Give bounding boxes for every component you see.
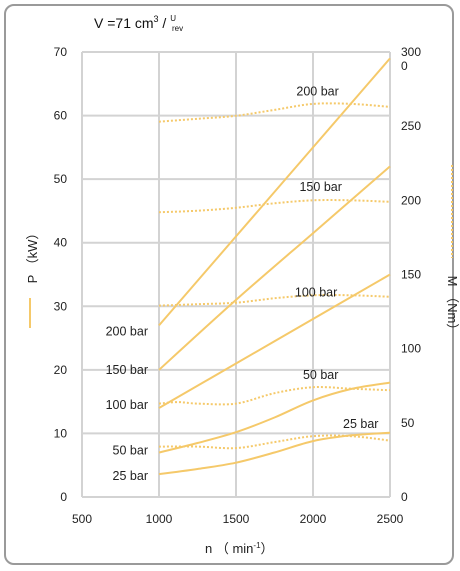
torque-line-1 (158, 199, 391, 214)
y-left-tick-label-7: 70 (54, 45, 68, 59)
y-right-tick-label-3: 150 (401, 268, 421, 282)
inline-series-label-0: 200 bar (296, 84, 338, 98)
y-right-tick-label-4: 200 (401, 193, 421, 207)
torque-line-0 (158, 102, 391, 123)
x-unit-exp: -1 (253, 541, 261, 550)
power-line-3 (158, 381, 391, 454)
y-right-tick-label-2: 100 (401, 342, 421, 356)
power-line-2 (158, 273, 391, 409)
torque-line-4 (158, 434, 391, 450)
y-right-unit: Nm (445, 303, 460, 323)
power-line-0 (158, 57, 391, 327)
svg-text:M （Nm）: M （Nm） (445, 276, 460, 337)
x-tick-label-2: 1500 (223, 512, 250, 526)
left-series-label-1: 150 bar (106, 363, 148, 377)
x-unit-main: min (232, 541, 253, 556)
left-series-label-2: 100 bar (106, 398, 148, 412)
y-left-tick-label-4: 40 (54, 236, 68, 250)
y-right-axis-title: M （Nm） (445, 276, 460, 337)
y-left-tick-label-6: 60 (54, 109, 68, 123)
x-axis-title: n （ min-1） (205, 541, 274, 556)
y-right-tick-label-6: 300 (401, 45, 421, 59)
tick-labels: 500 1000 1500 2000 2500010203040506070050100… (54, 45, 422, 526)
left-series-label-0: 200 bar (106, 325, 148, 339)
inline-series-label-4: 25 bar (343, 417, 378, 431)
left-series-label-4: 25 bar (113, 469, 148, 483)
y-left-tick-label-1: 10 (54, 426, 68, 440)
inline-series-label-3: 50 bar (303, 368, 338, 382)
x-tick-label-4: 2500 (377, 512, 404, 526)
y-left-tick-label-3: 30 (54, 299, 68, 313)
y-right-tick-label-5: 250 (401, 119, 421, 133)
y-left-var: P (25, 275, 40, 283)
y-left-tick-label-2: 20 (54, 363, 68, 377)
y-right-tick-label-1: 50 (401, 416, 415, 430)
inline-series-label-2: 100 bar (295, 285, 337, 299)
grid (81, 51, 391, 498)
x-tick-label-3: 2000 (300, 512, 327, 526)
series-labels: 200 bar 150 bar 100 bar 50 bar 25 bar 200 bar… (106, 84, 379, 483)
y-left-unit: kW (25, 239, 40, 259)
y-right-tick-label-7: 0 (401, 59, 408, 73)
x-tick-label-1: 1000 (146, 512, 173, 526)
chart-card (4, 4, 454, 565)
torque-line-2 (158, 294, 391, 307)
power-line-1 (158, 165, 391, 371)
y-left-tick-label-0: 0 (60, 490, 67, 504)
x-tick-label-0: 500 (72, 512, 92, 526)
y-left-tick-label-5: 50 (54, 172, 68, 186)
power-line-4 (158, 431, 391, 476)
torque-line-3 (158, 386, 391, 406)
left-series-label-3: 50 bar (113, 444, 148, 458)
x-var: n (205, 541, 212, 556)
y-right-tick-label-0: 0 (401, 490, 408, 504)
y-right-var: M (445, 276, 460, 287)
y-left-axis-title: P （kW） (25, 227, 40, 284)
inline-series-label-1: 150 bar (299, 180, 341, 194)
series-layer (158, 57, 391, 476)
svg-text:P （kW）: P （kW） (25, 227, 40, 284)
